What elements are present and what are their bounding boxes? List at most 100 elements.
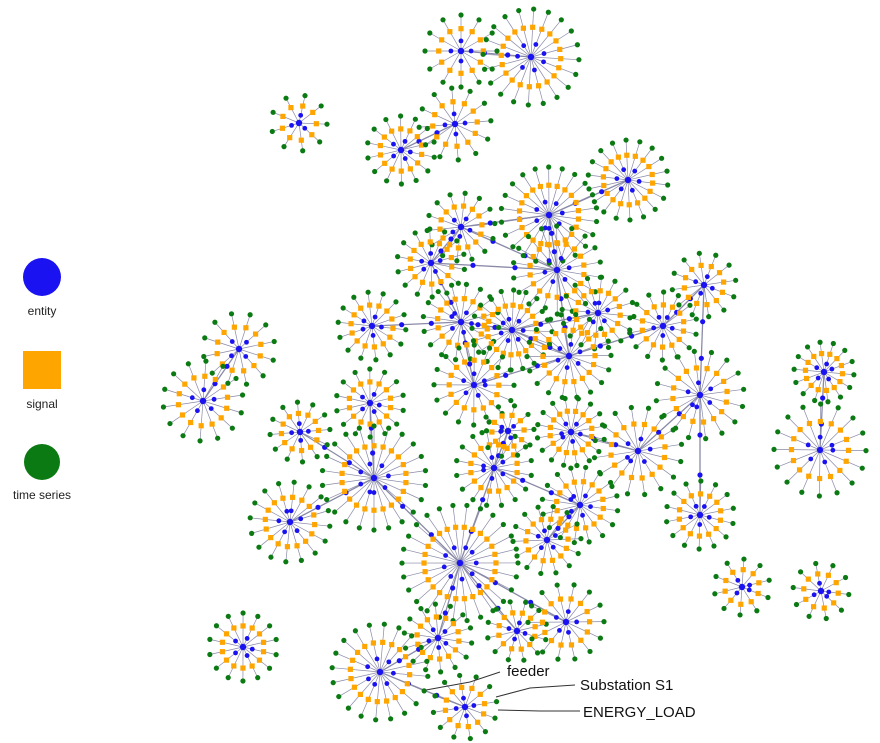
entity-hub-node — [562, 618, 570, 626]
signal-node — [639, 475, 645, 481]
spoke-edge — [487, 630, 518, 639]
entity-node — [601, 318, 607, 324]
signal-node — [671, 385, 677, 391]
entity-node — [448, 299, 454, 305]
spoke-edge — [490, 56, 532, 84]
entity-node — [452, 311, 458, 316]
entity-node — [829, 442, 835, 448]
time-series-node — [696, 546, 702, 552]
spoke-edge — [568, 319, 590, 357]
relation-edge — [637, 394, 701, 452]
signal-node — [580, 479, 587, 485]
time-series-node — [793, 379, 799, 386]
time-series-node — [207, 651, 213, 658]
time-series-node — [608, 352, 614, 359]
spoke-edge — [379, 671, 417, 704]
signal-node — [311, 512, 317, 518]
signal-node — [407, 128, 413, 134]
entity-node — [289, 122, 294, 128]
signal-node — [357, 691, 364, 697]
time-series-node — [431, 139, 437, 145]
time-series-node — [653, 398, 659, 404]
time-series-node — [450, 502, 456, 509]
spoke-edge — [373, 477, 426, 486]
spoke-edge — [819, 449, 838, 493]
spoke-edge — [369, 394, 404, 404]
time-series-node — [454, 238, 460, 244]
entity-node — [305, 428, 311, 434]
time-series-node — [419, 106, 425, 112]
spoke-edge — [420, 608, 439, 639]
spoke-edge — [445, 384, 475, 414]
time-series-node — [660, 195, 667, 201]
time-series-node — [645, 405, 652, 411]
spoke-edge — [597, 281, 616, 314]
signal-node — [458, 26, 464, 32]
signal-node — [643, 336, 649, 342]
spoke-edge — [486, 329, 513, 362]
entity-node — [487, 220, 493, 226]
time-series-node — [578, 536, 584, 542]
time-series-node — [686, 345, 692, 351]
time-series-node — [683, 481, 689, 487]
time-series-node — [482, 248, 488, 254]
time-series-node — [437, 724, 443, 731]
signal-node — [351, 684, 358, 690]
entity-hub-node — [295, 119, 303, 127]
signal-node — [510, 610, 516, 616]
time-series-node — [793, 601, 800, 608]
spoke-edge — [435, 604, 439, 639]
signal-node — [694, 300, 700, 307]
time-series-node — [685, 434, 692, 441]
spoke-edge — [298, 122, 327, 125]
time-series-node — [726, 262, 732, 268]
signal-node — [492, 568, 498, 575]
spoke-edge — [453, 706, 466, 738]
signal-node — [448, 372, 454, 378]
signal-node — [579, 447, 585, 453]
signal-node — [188, 419, 194, 426]
spoke-edge — [535, 214, 550, 262]
time-series-node — [271, 338, 277, 345]
signal-node — [700, 419, 707, 425]
entity-node — [249, 646, 255, 652]
signal-node — [616, 303, 622, 310]
entity-node — [402, 138, 408, 144]
signal-node — [610, 197, 616, 203]
signal-node — [481, 359, 487, 365]
signal-node — [389, 316, 395, 322]
time-series-node — [623, 137, 629, 143]
signal-node — [548, 637, 555, 644]
spoke-edge — [199, 400, 204, 441]
entity-node — [688, 514, 694, 520]
signal-node — [470, 299, 476, 305]
time-series-node — [423, 667, 429, 673]
time-series-node — [816, 493, 822, 499]
time-series-node — [300, 148, 306, 154]
spoke-edge — [548, 355, 570, 393]
entity-node — [613, 442, 619, 448]
signal-node — [575, 216, 582, 222]
entity-node — [574, 619, 580, 625]
signal-node — [805, 576, 811, 582]
signal-node — [838, 362, 845, 369]
time-series-node — [343, 519, 349, 525]
time-series-node — [689, 312, 695, 318]
entity-node — [697, 432, 703, 438]
spoke-edge — [374, 149, 402, 172]
spoke-edge — [373, 456, 422, 479]
signal-node — [480, 711, 487, 717]
time-series-node — [589, 192, 596, 198]
time-series-node — [438, 669, 444, 675]
spoke-edge — [454, 123, 488, 140]
entity-node — [288, 508, 294, 514]
signal-node — [479, 222, 485, 228]
spoke-edge — [548, 207, 597, 216]
signal-node — [484, 326, 490, 332]
time-series-node — [524, 564, 530, 571]
entity-node — [426, 638, 432, 644]
time-series-node — [575, 396, 581, 402]
spoke-edge — [496, 608, 518, 632]
time-series-node — [477, 286, 483, 292]
signal-node — [384, 698, 390, 704]
